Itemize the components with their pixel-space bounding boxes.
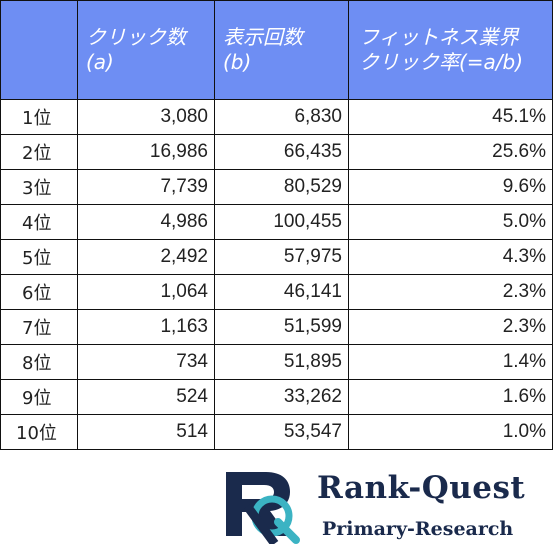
- table-body: 1位 3,080 6,830 45.1% 2位 16,986 66,435 25…: [0, 99, 553, 450]
- impressions-cell: 53,547: [214, 414, 349, 450]
- table-row: 3位 7,739 80,529 9.6%: [0, 169, 553, 205]
- rank-cell: 4位: [0, 204, 78, 240]
- impressions-header-line2: (b): [223, 50, 252, 74]
- ctr-cell: 1.6%: [348, 379, 553, 415]
- clicks-cell: 734: [77, 344, 215, 380]
- clicks-header-line1: クリック数: [86, 25, 186, 49]
- table-row: 8位 734 51,895 1.4%: [0, 344, 553, 380]
- rank-cell: 5位: [0, 239, 78, 275]
- rank-cell: 9位: [0, 379, 78, 415]
- header-row: クリック数 (a) 表示回数 (b) フィットネス業界 クリック率(=a/b): [0, 0, 553, 100]
- rank-cell: 8位: [0, 344, 78, 380]
- ctr-cell: 4.3%: [348, 239, 553, 275]
- ctr-cell: 1.0%: [348, 414, 553, 450]
- rank-cell: 1位: [0, 99, 78, 135]
- impressions-cell: 51,599: [214, 309, 349, 345]
- ctr-column-header: フィットネス業界 クリック率(=a/b): [348, 0, 553, 100]
- impressions-header-line1: 表示回数: [223, 25, 303, 49]
- table-row: 5位 2,492 57,975 4.3%: [0, 239, 553, 275]
- rank-cell: 2位: [0, 134, 78, 170]
- rank-quest-logo: Rank-Quest Primary-Research: [222, 466, 552, 546]
- impressions-cell: 51,895: [214, 344, 349, 380]
- impressions-cell: 66,435: [214, 134, 349, 170]
- clicks-cell: 1,163: [77, 309, 215, 345]
- rank-column-header: [0, 0, 78, 100]
- impressions-cell: 33,262: [214, 379, 349, 415]
- clicks-cell: 4,986: [77, 204, 215, 240]
- ctr-cell: 9.6%: [348, 169, 553, 205]
- impressions-cell: 6,830: [214, 99, 349, 135]
- table-row: 4位 4,986 100,455 5.0%: [0, 204, 553, 240]
- ranking-table: クリック数 (a) 表示回数 (b) フィットネス業界 クリック率(=a/b) …: [0, 0, 553, 450]
- table-row: 6位 1,064 46,141 2.3%: [0, 274, 553, 310]
- clicks-cell: 3,080: [77, 99, 215, 135]
- table-header: クリック数 (a) 表示回数 (b) フィットネス業界 クリック率(=a/b): [0, 0, 553, 100]
- impressions-cell: 80,529: [214, 169, 349, 205]
- clicks-cell: 16,986: [77, 134, 215, 170]
- ctr-cell: 1.4%: [348, 344, 553, 380]
- ctr-cell: 2.3%: [348, 274, 553, 310]
- clicks-cell: 1,064: [77, 274, 215, 310]
- table-row: 9位 524 33,262 1.6%: [0, 379, 553, 415]
- ctr-cell: 25.6%: [348, 134, 553, 170]
- impressions-cell: 46,141: [214, 274, 349, 310]
- clicks-header-line2: (a): [86, 50, 114, 74]
- ctr-header-line1: フィットネス業界: [359, 25, 519, 49]
- logo-subtitle: Primary-Research: [322, 518, 514, 540]
- table-row: 10位 514 53,547 1.0%: [0, 414, 553, 450]
- table-row: 7位 1,163 51,599 2.3%: [0, 309, 553, 345]
- rank-cell: 6位: [0, 274, 78, 310]
- ctr-cell: 2.3%: [348, 309, 553, 345]
- rq-logo-icon: [226, 472, 300, 544]
- impressions-column-header: 表示回数 (b): [214, 0, 349, 100]
- ctr-header-line2: クリック率(=a/b): [359, 50, 524, 74]
- clicks-column-header: クリック数 (a): [77, 0, 215, 100]
- rank-cell: 3位: [0, 169, 78, 205]
- clicks-cell: 2,492: [77, 239, 215, 275]
- ctr-cell: 45.1%: [348, 99, 553, 135]
- impressions-cell: 100,455: [214, 204, 349, 240]
- rank-cell: 10位: [0, 414, 78, 450]
- rank-cell: 7位: [0, 309, 78, 345]
- table-row: 2位 16,986 66,435 25.6%: [0, 134, 553, 170]
- clicks-cell: 7,739: [77, 169, 215, 205]
- logo-title: Rank-Quest: [317, 470, 526, 506]
- ctr-cell: 5.0%: [348, 204, 553, 240]
- impressions-cell: 57,975: [214, 239, 349, 275]
- table-row: 1位 3,080 6,830 45.1%: [0, 99, 553, 135]
- clicks-cell: 514: [77, 414, 215, 450]
- clicks-cell: 524: [77, 379, 215, 415]
